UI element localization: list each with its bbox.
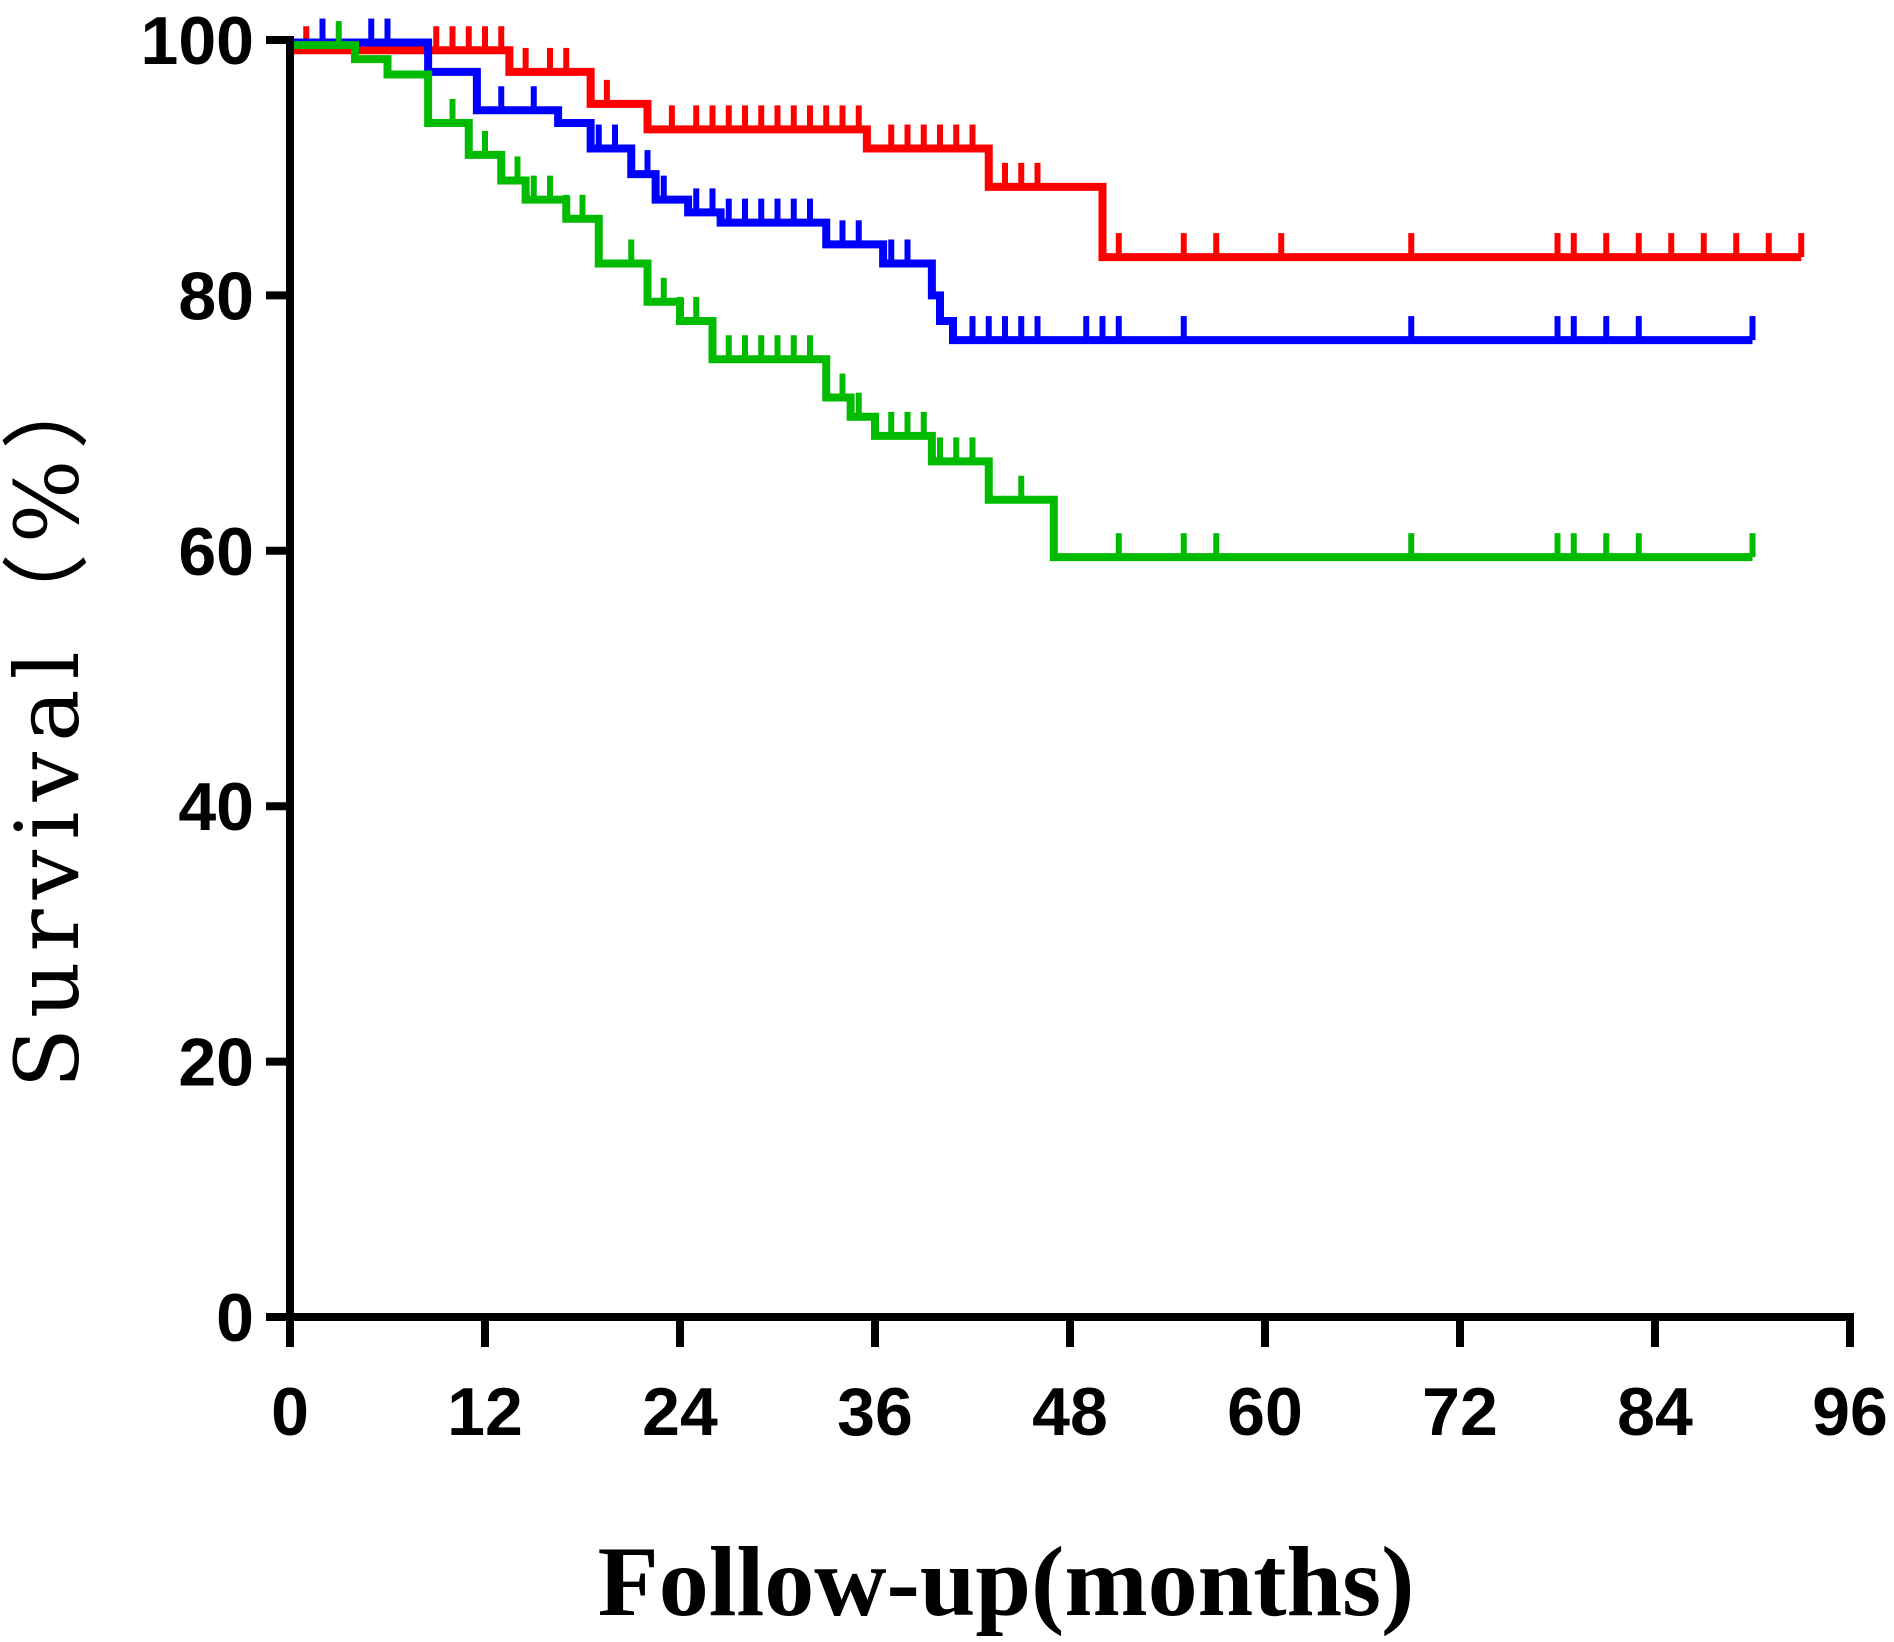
series-2 (290, 18, 1756, 345)
x-tick-label: 96 (1812, 1374, 1888, 1450)
series-2-line (290, 38, 1753, 345)
y-tick-label: 0 (216, 1280, 254, 1356)
plot-area (290, 18, 1805, 562)
y-tick-label: 60 (178, 514, 254, 590)
x-tick-label: 84 (1617, 1374, 1693, 1450)
series-3 (290, 21, 1756, 562)
x-tick-label: 72 (1422, 1374, 1498, 1450)
y-tick-label: 100 (141, 3, 254, 79)
x-tick-label: 0 (271, 1374, 309, 1450)
x-axis-title: Follow-up(months) (598, 1526, 1415, 1637)
y-tick-label: 40 (178, 769, 254, 845)
series-1 (290, 26, 1805, 262)
x-tick-label: 12 (447, 1374, 523, 1450)
x-tick-label: 36 (837, 1374, 913, 1450)
x-tick-label: 60 (1227, 1374, 1303, 1450)
y-tick-label: 20 (178, 1025, 254, 1101)
x-tick-label: 24 (642, 1374, 718, 1450)
x-tick-label: 48 (1032, 1374, 1108, 1450)
series-1-line (290, 46, 1802, 262)
axes: 0 20 40 60 80 100 0 12 24 36 48 60 72 84 96 (141, 3, 1888, 1450)
y-tick-label: 80 (178, 258, 254, 334)
y-axis-title: Survival（%） (0, 352, 99, 1089)
